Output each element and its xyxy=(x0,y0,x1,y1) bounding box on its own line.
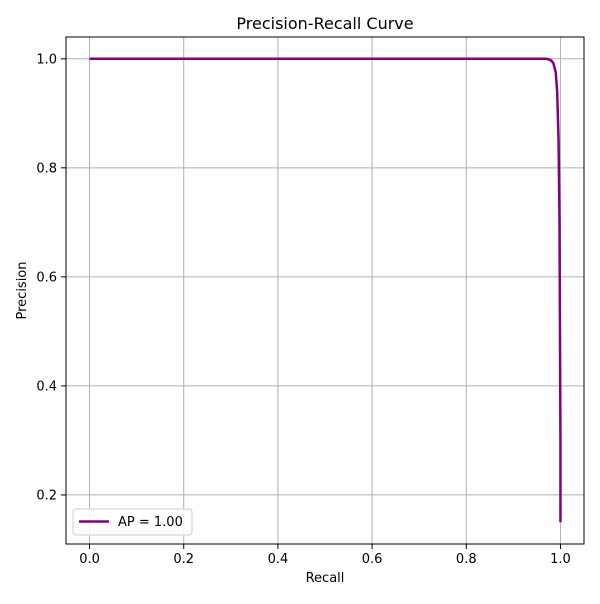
legend-box xyxy=(72,508,193,536)
x-tick-label: 0.8 xyxy=(456,552,477,567)
x-tick-label: 0.0 xyxy=(79,552,100,567)
x-axis-label: Recall xyxy=(306,571,345,586)
y-tick-label: 0.2 xyxy=(36,488,57,503)
y-tick-label: 1.0 xyxy=(36,52,57,67)
y-tick-label: 0.4 xyxy=(36,379,57,394)
plot-frame xyxy=(65,36,585,545)
y-tick-label: 0.8 xyxy=(36,161,57,176)
x-tick-label: 0.4 xyxy=(268,552,289,567)
x-tick-label: 0.6 xyxy=(362,552,383,567)
y-tick-label: 0.6 xyxy=(36,270,57,285)
pr-curve xyxy=(89,57,562,523)
axis-ticks: 0.0 0.2 0.4 0.6 0.8 1.0 0.2 0.4 0.6 0.8 1.0 xyxy=(36,52,570,567)
chart-title: Precision-Recall Curve xyxy=(236,14,413,33)
legend-label: AP = 1.00 xyxy=(118,515,183,530)
series-layer xyxy=(89,57,562,523)
x-tick-label: 0.2 xyxy=(173,552,194,567)
x-tick-label: 1.0 xyxy=(550,552,571,567)
y-axis-label: Precision xyxy=(15,261,30,319)
legend: AP = 1.00 xyxy=(72,508,193,536)
